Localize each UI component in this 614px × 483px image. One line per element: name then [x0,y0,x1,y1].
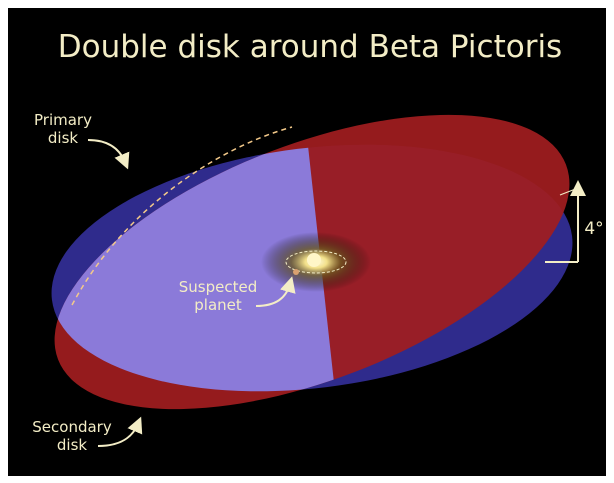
page: Double disk around Beta Pictoris Primary… [0,0,614,483]
label: disk [48,129,79,147]
label: Suspected [179,278,257,296]
label: planet [194,296,242,314]
label: Secondary [32,418,112,436]
angle-label: 4° [584,219,603,239]
diagram: Double disk around Beta Pictoris Primary… [0,0,614,483]
label: Primary [34,111,92,129]
label: disk [57,436,88,454]
title: Double disk around Beta Pictoris [58,29,562,65]
star [307,253,321,267]
planet [293,269,299,275]
